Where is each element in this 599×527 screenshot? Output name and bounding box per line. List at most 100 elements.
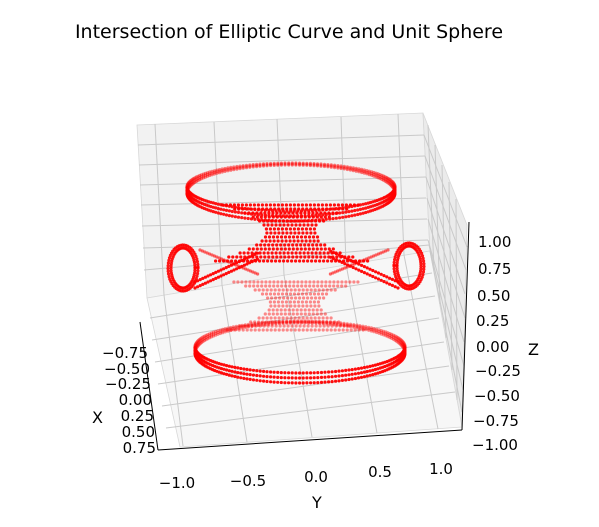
scatter-point: [328, 320, 332, 324]
scatter-point: [273, 288, 277, 292]
scatter-point: [287, 308, 291, 312]
scatter-point: [314, 324, 318, 328]
scatter-point: [308, 203, 312, 207]
x-tick-label: −0.25: [105, 375, 151, 393]
scatter-point: [382, 329, 386, 333]
scatter-point: [242, 372, 246, 376]
scatter-point: [166, 261, 170, 265]
scatter-point: [295, 211, 299, 215]
grid-line: [221, 284, 248, 443]
scatter-point: [285, 316, 289, 320]
scatter-point: [193, 343, 197, 347]
scatter-point: [306, 296, 310, 300]
scatter-point: [203, 281, 207, 285]
scatter-point: [230, 209, 234, 214]
scatter-point: [219, 207, 223, 211]
scatter-point: [285, 328, 289, 332]
scatter-point: [306, 219, 310, 223]
scatter-point: [379, 329, 383, 333]
scatter-point: [393, 272, 397, 276]
scatter-point: [325, 320, 329, 324]
grid-line: [138, 155, 426, 166]
scatter-point: [318, 320, 322, 325]
scatter-point: [236, 215, 241, 219]
scatter-point: [217, 256, 221, 260]
scatter-point: [308, 163, 312, 168]
scatter-point: [203, 275, 207, 279]
scatter-point: [268, 292, 273, 296]
scatter-point: [259, 247, 263, 251]
scatter-point: [308, 227, 312, 231]
scatter-point: [356, 376, 361, 380]
scatter-point: [227, 264, 231, 268]
scatter-point: [287, 312, 291, 316]
scatter-point: [307, 321, 311, 325]
scatter-point: [309, 304, 313, 308]
scatter-point: [301, 163, 305, 167]
scatter-point: [277, 319, 281, 324]
scatter-point: [420, 275, 424, 279]
scatter-point: [193, 351, 197, 355]
scatter-point: [340, 260, 344, 264]
scatter-point: [258, 251, 262, 255]
scatter-point: [229, 168, 233, 172]
scatter-point: [200, 249, 204, 253]
scatter-point: [296, 227, 300, 231]
scatter-point: [227, 373, 231, 377]
scatter-point: [298, 259, 302, 263]
scatter-point: [166, 272, 171, 276]
grid-line: [426, 197, 466, 319]
scatter-point: [351, 255, 355, 259]
scatter-point: [325, 322, 329, 326]
scatter-point: [331, 247, 335, 251]
scatter-point: [280, 280, 284, 284]
scatter-point: [214, 206, 218, 210]
scatter-point: [273, 320, 277, 324]
scatter-point: [313, 304, 317, 308]
grid-line: [345, 263, 378, 434]
scatter-point: [343, 256, 347, 260]
scatter-point: [393, 258, 397, 262]
scatter-point: [358, 207, 362, 211]
scatter-point: [281, 328, 285, 332]
scatter-point: [307, 320, 311, 324]
scatter-point: [364, 257, 368, 261]
scatter-point: [229, 269, 233, 273]
scatter-point: [276, 227, 280, 231]
scatter-point: [283, 235, 288, 239]
y-tick-label: 0.5: [368, 463, 392, 481]
scatter-point: [231, 255, 235, 259]
scatter-point: [224, 213, 229, 217]
scatter-point: [274, 219, 278, 223]
scatter-point: [260, 321, 264, 325]
scatter-point: [272, 203, 276, 207]
scatter-point: [253, 320, 257, 324]
scatter-point: [277, 231, 281, 235]
scatter-point: [336, 280, 340, 284]
scatter-point: [312, 203, 316, 207]
scatter-point: [270, 321, 274, 325]
scatter-point: [271, 247, 275, 251]
scatter-point: [209, 279, 213, 283]
grid-line: [448, 181, 453, 371]
scatter-point: [288, 284, 292, 288]
scatter-point: [369, 327, 373, 332]
scatter-point: [222, 367, 226, 371]
scatter-point: [421, 256, 425, 260]
scatter-point: [371, 368, 375, 372]
scatter-point: [197, 340, 201, 344]
scatter-point: [288, 239, 292, 243]
scatter-point: [298, 324, 302, 328]
scatter-point: [244, 203, 248, 207]
scatter-point: [399, 338, 403, 342]
scatter-point: [201, 339, 205, 344]
scatter-point: [324, 284, 328, 288]
scatter-point: [296, 284, 300, 288]
scatter-point: [243, 323, 247, 327]
scatter-point: [322, 296, 326, 300]
scatter-point: [341, 207, 345, 211]
scatter-point: [289, 316, 293, 320]
scatter-point: [329, 207, 333, 211]
scatter-point: [377, 331, 381, 335]
scatter-point: [248, 165, 252, 169]
